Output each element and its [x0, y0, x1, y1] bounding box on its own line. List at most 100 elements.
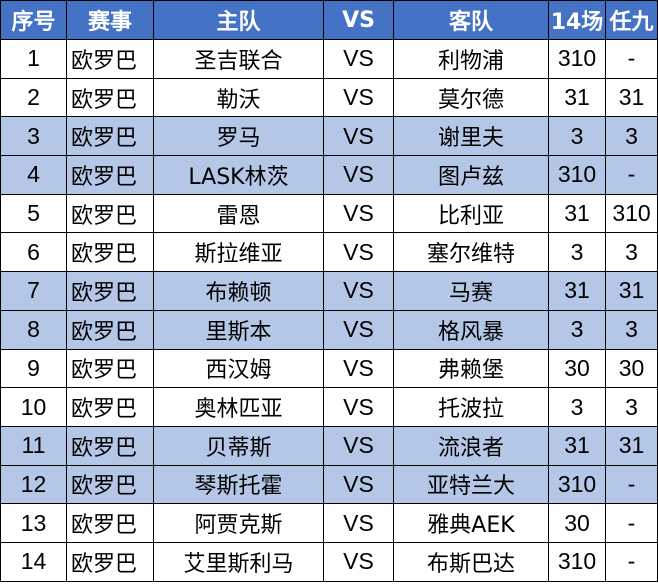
table-row: 4 欧罗巴 LASK林茨 VS 图卢兹 310-: [0, 155, 658, 195]
pick-9-cell: 31: [605, 271, 658, 311]
event-cell: 欧罗巴: [66, 309, 154, 350]
row-number: 11: [0, 425, 67, 466]
home-team-cell: LASK林茨: [153, 155, 324, 195]
pick-14-cell: 31: [548, 77, 606, 118]
away-team-cell: 雅典AEK: [393, 503, 549, 543]
pick-9-cell: 3: [605, 116, 658, 157]
home-team-cell: 雷恩: [153, 193, 324, 234]
pick-14-cell: 31: [548, 271, 606, 311]
header-event: 赛事: [66, 0, 154, 40]
pick-14-cell: 3: [548, 116, 606, 157]
vs-cell: VS: [323, 271, 394, 311]
pick-14-cell: 310: [548, 39, 606, 79]
vs-cell: VS: [323, 309, 394, 350]
vs-cell: VS: [323, 39, 394, 79]
vs-cell: VS: [323, 77, 394, 118]
vs-cell: VS: [323, 116, 394, 157]
table-row: 5 欧罗巴 雷恩 VS 比利亚 31 310: [0, 193, 658, 234]
vs-cell: VS: [323, 387, 394, 427]
away-team-cell: 图卢兹: [393, 155, 549, 195]
away-team-cell: 谢里夫: [393, 116, 549, 157]
row-number: 8: [0, 309, 67, 350]
table-row: 10 欧罗巴 奥林匹亚 VS 托波拉 3 3: [0, 387, 658, 427]
pick-9-cell: -: [605, 464, 658, 505]
away-team-cell: 布斯巴达: [393, 541, 549, 582]
table-row: 12 欧罗巴 琴斯托霍 VS 亚特兰大 310-: [0, 464, 658, 505]
table-body: 1 欧罗巴 圣吉联合 VS 利物浦 310-2 欧罗巴 勒沃 VS 莫尔德 31 31 3 欧罗巴 罗马 VS…: [0, 39, 658, 582]
home-team-cell: 里斯本: [153, 309, 324, 350]
away-team-cell: 比利亚: [393, 193, 549, 234]
away-team-cell: 亚特兰大: [393, 464, 549, 505]
row-number: 6: [0, 232, 67, 273]
event-cell: 欧罗巴: [66, 193, 154, 234]
pick-9-cell: 31: [605, 425, 658, 466]
table-row: 8 欧罗巴 里斯本 VS 格风暴 3 3: [0, 309, 658, 350]
event-cell: 欧罗巴: [66, 116, 154, 157]
home-team-cell: 艾里斯利马: [153, 541, 324, 582]
table-row: 14 欧罗巴 艾里斯利马 VS 布斯巴达 310-: [0, 541, 658, 582]
vs-cell: VS: [323, 232, 394, 273]
event-cell: 欧罗巴: [66, 232, 154, 273]
row-number: 3: [0, 116, 67, 157]
pick-9-cell: 3: [605, 309, 658, 350]
away-team-cell: 利物浦: [393, 39, 549, 79]
pick-9-cell: -: [605, 541, 658, 582]
row-number: 9: [0, 348, 67, 389]
home-team-cell: 圣吉联合: [153, 39, 324, 79]
row-number: 12: [0, 464, 67, 505]
pick-14-cell: 30: [548, 348, 606, 389]
home-team-cell: 罗马: [153, 116, 324, 157]
pick-9-cell: -: [605, 155, 658, 195]
away-team-cell: 塞尔维特: [393, 232, 549, 273]
table-row: 6 欧罗巴 斯拉维亚 VS 塞尔维特 3 3: [0, 232, 658, 273]
table-row: 9 欧罗巴 西汉姆 VS 弗赖堡 30 30: [0, 348, 658, 389]
pick-9-cell: 310: [605, 193, 658, 234]
pick-14-cell: 3: [548, 387, 606, 427]
pick-9-cell: -: [605, 503, 658, 543]
table-row: 1 欧罗巴 圣吉联合 VS 利物浦 310-: [0, 39, 658, 79]
header-any-9-pick: 任九: [605, 0, 658, 40]
home-team-cell: 琴斯托霍: [153, 464, 324, 505]
pick-14-cell: 3: [548, 232, 606, 273]
vs-cell: VS: [323, 541, 394, 582]
away-team-cell: 弗赖堡: [393, 348, 549, 389]
away-team-cell: 格风暴: [393, 309, 549, 350]
event-cell: 欧罗巴: [66, 387, 154, 427]
vs-cell: VS: [323, 193, 394, 234]
home-team-cell: 奥林匹亚: [153, 387, 324, 427]
event-cell: 欧罗巴: [66, 77, 154, 118]
pick-14-cell: 30: [548, 503, 606, 543]
row-number: 10: [0, 387, 67, 427]
home-team-cell: 西汉姆: [153, 348, 324, 389]
vs-cell: VS: [323, 425, 394, 466]
header-number: 序号: [0, 0, 67, 40]
event-cell: 欧罗巴: [66, 155, 154, 195]
event-cell: 欧罗巴: [66, 425, 154, 466]
pick-9-cell: 3: [605, 387, 658, 427]
row-number: 7: [0, 271, 67, 311]
away-team-cell: 流浪者: [393, 425, 549, 466]
pick-9-cell: -: [605, 39, 658, 79]
event-cell: 欧罗巴: [66, 39, 154, 79]
home-team-cell: 布赖顿: [153, 271, 324, 311]
header-14-match-pick: 14场: [548, 0, 606, 40]
event-cell: 欧罗巴: [66, 271, 154, 311]
pick-14-cell: 3: [548, 309, 606, 350]
row-number: 1: [0, 39, 67, 79]
event-cell: 欧罗巴: [66, 464, 154, 505]
pick-14-cell: 310: [548, 464, 606, 505]
away-team-cell: 托波拉: [393, 387, 549, 427]
pick-14-cell: 310: [548, 155, 606, 195]
event-cell: 欧罗巴: [66, 541, 154, 582]
row-number: 13: [0, 503, 67, 543]
table-row: 13 欧罗巴 阿贾克斯 VS 雅典AEK 30-: [0, 503, 658, 543]
vs-cell: VS: [323, 503, 394, 543]
table-row: 11 欧罗巴 贝蒂斯 VS 流浪者 31 31: [0, 425, 658, 466]
vs-cell: VS: [323, 464, 394, 505]
row-number: 2: [0, 77, 67, 118]
header-away-team: 客队: [393, 0, 549, 40]
home-team-cell: 贝蒂斯: [153, 425, 324, 466]
pick-9-cell: 31: [605, 77, 658, 118]
header-row: 序号 赛事 主队 VS 客队 14场 任九: [0, 0, 658, 40]
